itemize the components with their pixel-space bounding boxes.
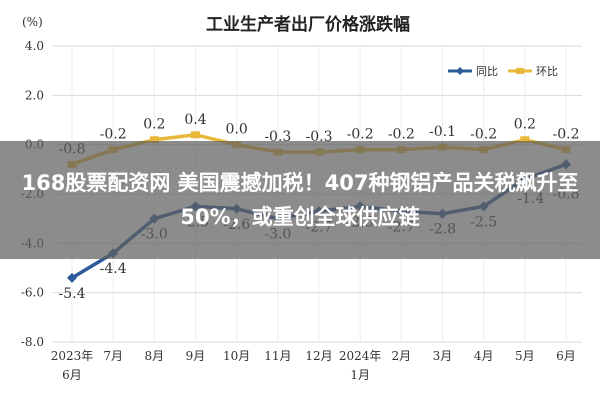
y-tick-label: -6.0 [21, 286, 44, 300]
data-label: 0.2 [514, 117, 536, 133]
series-point [520, 136, 530, 144]
data-label: 0.4 [184, 112, 206, 128]
series-point [149, 136, 159, 144]
headline-overlay: 168股票配资网 美国震撼加税！407种钢铝产品关税飙升至50%，或重创全球供应… [0, 141, 600, 259]
x-tick-label: 1月 [350, 368, 370, 382]
x-tick-label: 7月 [103, 349, 123, 363]
data-label: 0.2 [143, 117, 165, 133]
data-label: -0.2 [470, 127, 497, 143]
x-tick-label: 6月 [556, 349, 576, 363]
series-point [67, 272, 77, 283]
legend-label: 同比 [476, 65, 498, 78]
y-tick-label: -8.0 [21, 335, 44, 349]
headline-text[interactable]: 168股票配资网 美国震撼加税！407种钢铝产品关税飙升至50%，或重创全球供应… [21, 171, 579, 229]
x-tick-label: 12月 [305, 349, 332, 363]
x-tick-label: 2023年 [51, 349, 94, 363]
series-point [191, 131, 200, 139]
data-label: -0.2 [553, 127, 580, 143]
data-label: -4.4 [100, 261, 127, 277]
x-tick-label: 2月 [392, 349, 412, 363]
data-label: -0.2 [100, 127, 127, 143]
legend-label: 环比 [536, 65, 558, 78]
y-axis-unit: (%) [22, 15, 43, 29]
x-tick-label: 5月 [515, 349, 535, 363]
legend-marker [516, 68, 524, 74]
x-tick-label: 9月 [186, 349, 206, 363]
y-tick-label: 4.0 [25, 39, 44, 53]
x-tick-label: 2024年 [339, 349, 382, 363]
data-label: -5.4 [59, 286, 86, 302]
data-label: -0.1 [429, 124, 456, 140]
data-label: -0.2 [347, 127, 374, 143]
x-tick-label: 6月 [62, 368, 82, 382]
data-label: 0.0 [226, 122, 248, 138]
x-tick-label: 3月 [433, 349, 453, 363]
x-tick-label: 11月 [264, 349, 291, 363]
x-tick-label: 4月 [474, 349, 494, 363]
chart-title: 工业生产者出厂价格涨跌幅 [206, 14, 410, 35]
x-tick-label: 8月 [145, 349, 165, 363]
y-tick-label: 2.0 [25, 88, 44, 102]
data-label: -0.2 [388, 127, 415, 143]
legend: 同比 环比 [448, 65, 558, 78]
legend-marker [456, 67, 464, 75]
x-tick-label: 10月 [223, 349, 250, 363]
